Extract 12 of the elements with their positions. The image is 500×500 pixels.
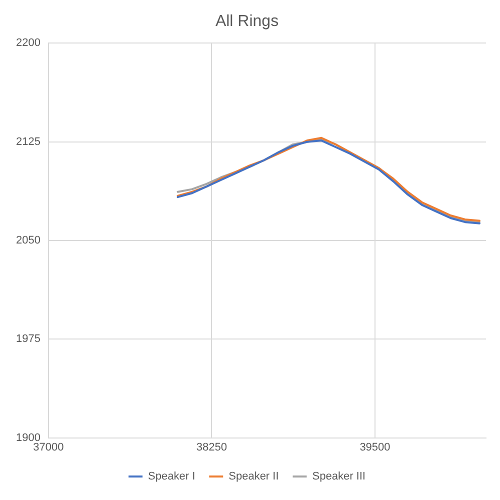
y-tick-label: 2125: [16, 136, 40, 148]
y-tick-label: 2200: [16, 37, 40, 50]
chart-title: All Rings: [215, 13, 279, 30]
y-tick-label: 1900: [16, 432, 40, 444]
y-tick-label: 1975: [16, 333, 40, 346]
x-tick-label: 39500: [360, 441, 390, 454]
legend-label: Speaker I: [148, 470, 196, 483]
legend-label: Speaker II: [228, 470, 279, 483]
y-tick-label: 2050: [16, 234, 40, 247]
x-tick-label: 38250: [196, 441, 228, 454]
legend-label: Speaker III: [312, 470, 366, 483]
x-tick-label: 37000: [33, 441, 64, 454]
